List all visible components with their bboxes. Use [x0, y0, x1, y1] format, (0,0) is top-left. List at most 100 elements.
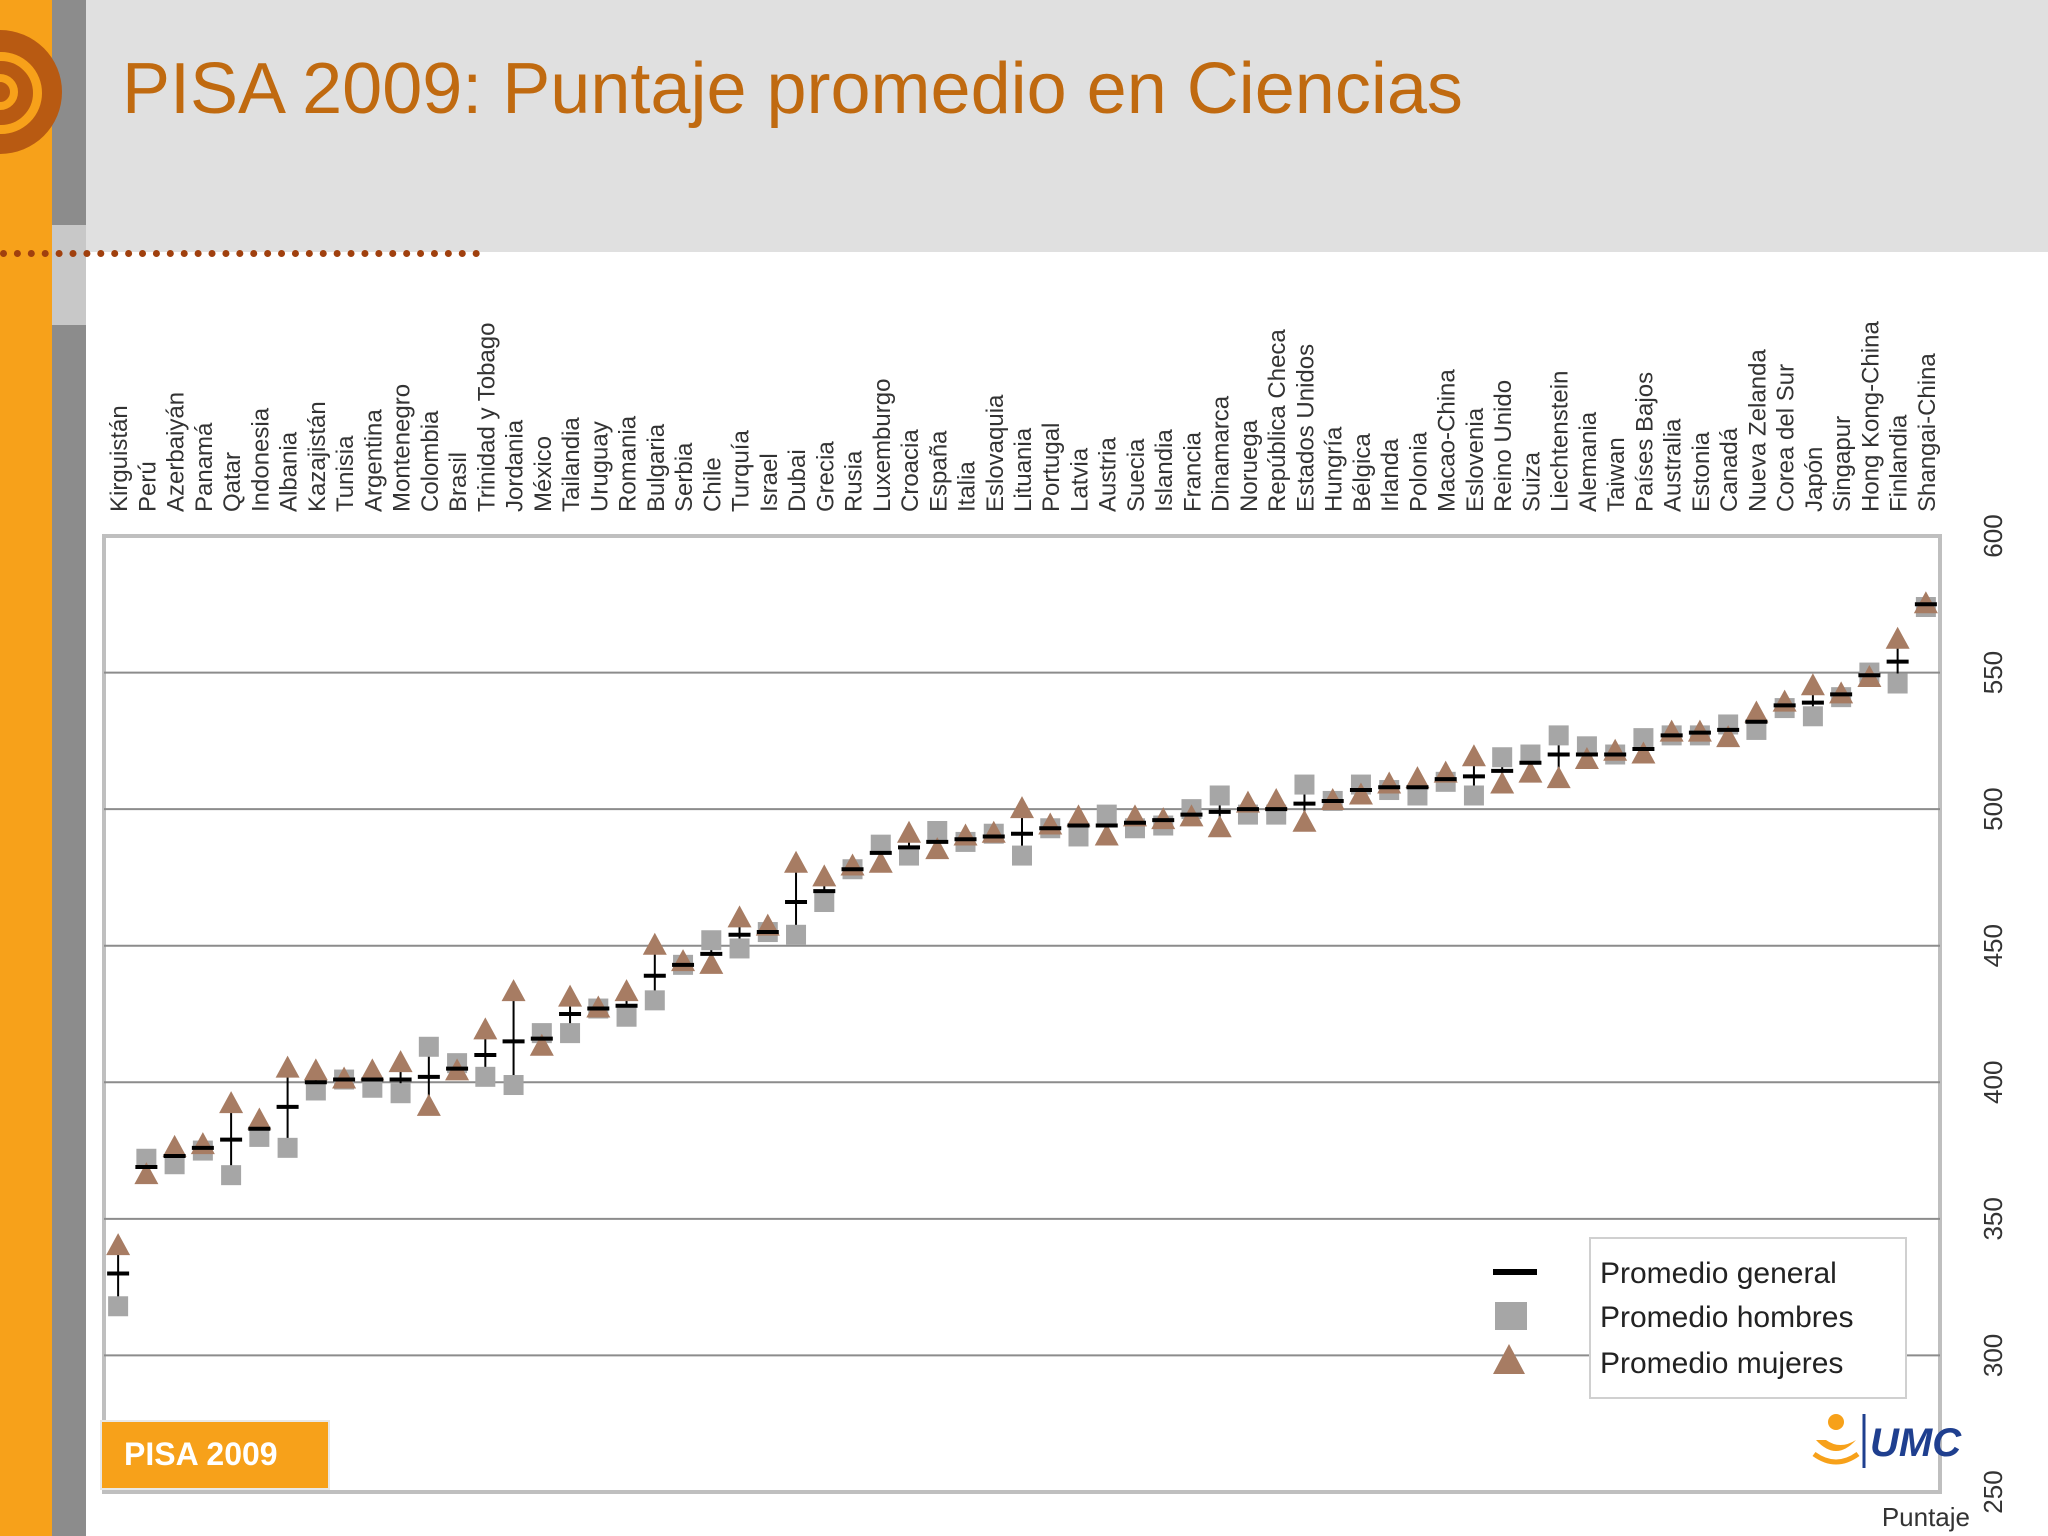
mujeres-marker	[247, 1107, 272, 1130]
category-label: Polonia	[1405, 431, 1432, 512]
y-tick-label: 300	[1978, 1334, 2008, 1377]
hombres-marker	[786, 924, 807, 945]
category-label: Rusia	[841, 450, 868, 512]
category-label: Perú	[134, 461, 161, 512]
category-label: Kazajistán	[304, 401, 331, 512]
category-label: Francia	[1179, 431, 1206, 512]
category-label: Lituania	[1010, 427, 1037, 512]
category-label: Italia	[954, 461, 981, 512]
mujeres-marker	[1461, 744, 1486, 767]
category-label: Dinamarca	[1208, 395, 1235, 512]
mujeres-marker	[1631, 741, 1656, 764]
hombres-marker	[390, 1083, 411, 1104]
category-label: Turquía	[728, 430, 755, 512]
mujeres-marker	[134, 1162, 159, 1185]
hombres-marker	[1407, 785, 1428, 806]
mujeres-marker	[1546, 766, 1571, 789]
hombres-marker	[729, 938, 750, 959]
mujeres-marker	[529, 1033, 554, 1056]
mujeres-marker	[812, 864, 837, 887]
dotted-divider	[0, 250, 480, 257]
category-label: Argentina	[360, 409, 387, 512]
category-label: Singapur	[1829, 416, 1856, 512]
mujeres-marker	[360, 1058, 385, 1081]
mujeres-marker	[642, 932, 667, 955]
category-label: Tunisia	[332, 435, 359, 512]
mujeres-marker	[501, 979, 526, 1002]
mujeres-marker	[1207, 815, 1232, 838]
hombres-marker	[870, 834, 891, 855]
category-label: Corea del Sur	[1773, 364, 1800, 512]
y-axis-label: Puntaje	[1882, 1502, 1970, 1532]
category-label: Irlanda	[1377, 438, 1404, 512]
legend-mujeres-marker	[1493, 1344, 1525, 1374]
hombres-marker	[362, 1077, 383, 1098]
hombres-marker	[1096, 804, 1117, 825]
mujeres-marker	[727, 905, 752, 928]
hombres-marker	[1576, 736, 1597, 757]
category-label: Austria	[1095, 437, 1122, 512]
legend-hombres-marker	[1495, 1302, 1527, 1330]
hombres-marker	[927, 820, 948, 841]
category-label: Colombia	[417, 410, 444, 512]
category-label: Croacia	[897, 429, 924, 512]
hombres-marker	[899, 845, 920, 866]
mujeres-marker	[1800, 673, 1825, 696]
mujeres-marker	[1264, 787, 1289, 810]
hombres-marker	[616, 1006, 637, 1027]
category-label: Hungría	[1321, 426, 1348, 512]
hombres-marker	[1294, 774, 1315, 795]
slide-header	[86, 0, 2048, 252]
category-label: Romania	[615, 415, 642, 512]
hombres-marker	[1548, 725, 1569, 746]
mujeres-marker	[162, 1134, 187, 1157]
category-label: Eslovaquia	[982, 394, 1009, 512]
mujeres-marker	[1405, 766, 1430, 789]
mujeres-marker	[1348, 782, 1373, 805]
mujeres-marker	[897, 820, 922, 843]
hombres-marker	[1068, 826, 1089, 847]
mujeres-marker	[303, 1058, 328, 1081]
category-label: Reino Unido	[1490, 380, 1517, 512]
hombres-marker	[108, 1296, 129, 1317]
mujeres-marker	[1716, 725, 1741, 748]
mujeres-marker	[699, 951, 724, 974]
mujeres-marker	[784, 850, 809, 873]
category-label: Albania	[276, 431, 303, 512]
category-label: Indonesia	[247, 407, 274, 512]
hombres-marker	[503, 1075, 524, 1096]
mujeres-marker	[1094, 823, 1119, 846]
legend-box	[1589, 1237, 1907, 1399]
category-label: Luxemburgo	[869, 379, 896, 512]
mujeres-marker	[1574, 746, 1599, 769]
y-tick-label: 600	[1978, 514, 2008, 557]
category-label: Noruega	[1236, 419, 1263, 512]
category-label: España	[925, 430, 952, 512]
mujeres-marker	[275, 1055, 300, 1078]
umc-logo-text: UMC	[1870, 1421, 1962, 1465]
hombres-marker	[814, 892, 835, 913]
category-label: Eslovenia	[1462, 407, 1489, 512]
mujeres-marker	[1885, 626, 1910, 649]
mujeres-marker	[925, 837, 950, 860]
category-label: Islandia	[1151, 429, 1178, 512]
category-label: Portugal	[1038, 423, 1065, 512]
hombres-marker	[1802, 706, 1823, 727]
category-label: Canadá	[1716, 427, 1743, 512]
category-label: Estonia	[1688, 431, 1715, 512]
category-label: Brasil	[445, 452, 472, 512]
pisa-badge-label: PISA 2009	[124, 1436, 278, 1472]
category-label: Bulgaria	[643, 423, 670, 512]
legend-label: Promedio mujeres	[1600, 1347, 1843, 1380]
category-label: Grecia	[812, 441, 839, 512]
hombres-marker	[701, 930, 722, 951]
mujeres-marker	[614, 979, 639, 1002]
hombres-marker	[1887, 673, 1908, 694]
hombres-marker	[164, 1154, 185, 1175]
hombres-marker	[1746, 719, 1767, 740]
y-tick-label: 450	[1978, 924, 2008, 967]
hombres-marker	[136, 1148, 157, 1169]
mujeres-marker	[219, 1091, 244, 1114]
mujeres-marker	[1066, 804, 1091, 827]
category-label: Hong Kong-China	[1857, 321, 1884, 512]
